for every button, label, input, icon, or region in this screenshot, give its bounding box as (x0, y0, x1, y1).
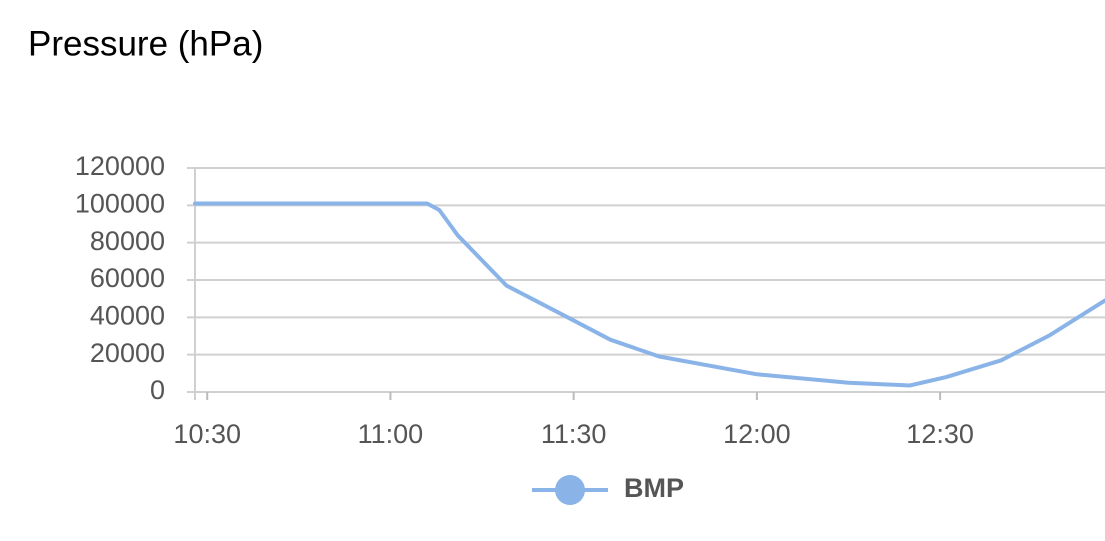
data-line (193, 201, 1105, 388)
y-tick-label: 0 (150, 375, 165, 405)
y-tick-label: 60000 (90, 263, 165, 293)
x-tick-label: 11:30 (541, 419, 607, 449)
y-tick-label: 20000 (90, 338, 165, 368)
chart-title: Pressure (hPa) (28, 24, 263, 63)
y-tick-label: 80000 (90, 226, 165, 256)
x-tick-label: 11:00 (358, 419, 424, 449)
legend-marker (555, 475, 585, 505)
legend-label: BMP (624, 473, 684, 503)
x-tick-label: 12:00 (723, 419, 791, 449)
x-tick-label: 10:30 (173, 419, 241, 449)
y-tick-label: 100000 (75, 188, 165, 218)
y-tick-label: 120000 (75, 151, 165, 181)
y-tick-label: 40000 (90, 300, 165, 330)
x-tick-label: 12:30 (906, 419, 974, 449)
